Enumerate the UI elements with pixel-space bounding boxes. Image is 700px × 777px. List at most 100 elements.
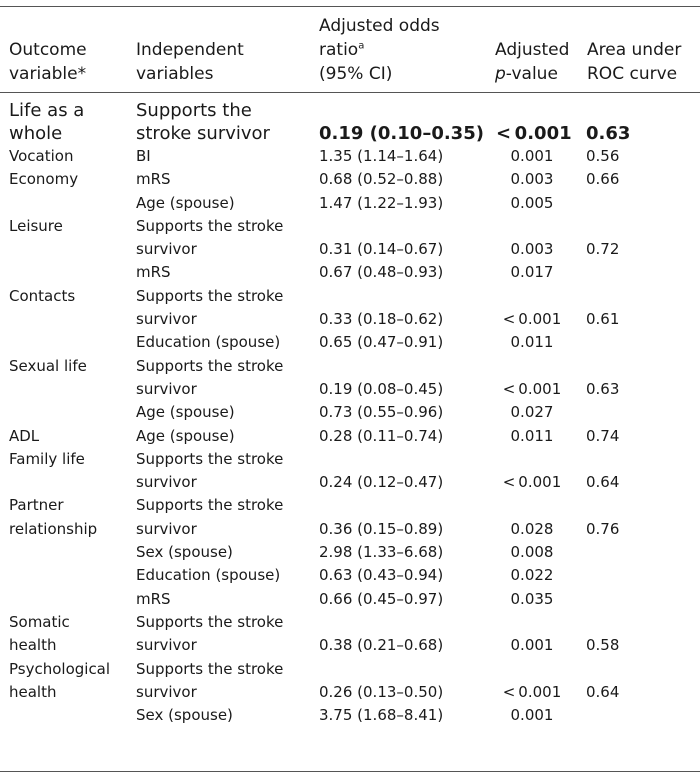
table-row: Education (spouse) 0.65 (0.47–0.91) 0.011	[0, 331, 700, 354]
table-row: Sexual life Supports the stroke survivor 0.…	[0, 355, 700, 402]
header-divider-rule	[0, 92, 700, 93]
odds-ratio-cell: 1.35 (1.14–1.64)	[319, 147, 444, 165]
odds-ratio-cell: 0.26 (0.13–0.50)	[319, 682, 444, 701]
outcome-variable-cell	[0, 192, 136, 215]
table-row: Family life Supports the stroke survivor 0.…	[0, 448, 700, 495]
odds-ratio-cell: 3.75 (1.68–8.41)	[319, 706, 444, 725]
p-value-cell: 0.005	[510, 193, 554, 212]
auc-cell	[586, 192, 700, 215]
table-row: mRS 0.66 (0.45–0.97) 0.035	[0, 588, 700, 611]
p-value-cell: 0.022	[510, 566, 554, 585]
outcome-variable-cell	[0, 401, 136, 424]
auc-cell: 0.74	[586, 426, 620, 445]
table-row: Age (spouse) 1.47 (1.22–1.93) 0.005	[0, 192, 700, 215]
table-row: Psychological health Supports the stroke su…	[0, 658, 700, 705]
p-value-cell: 0.008	[510, 543, 554, 562]
independent-variable-cell: BI	[136, 147, 151, 165]
odds-ratio-cell: 0.68 (0.52–0.88)	[319, 170, 444, 189]
odds-ratio-cell: 0.19 (0.10–0.35)	[319, 123, 484, 144]
p-value-cell: 0.028	[510, 519, 554, 538]
table-row: ADL Age (spouse) 0.28 (0.11–0.74) 0.011 0.74	[0, 425, 700, 448]
outcome-variable-cell: ADL	[9, 426, 40, 445]
odds-ratio-cell: 0.19 (0.08–0.45)	[319, 379, 444, 398]
p-value-cell: < 0.001	[496, 123, 572, 144]
auc-cell	[586, 564, 700, 587]
auc-cell: 0.63	[586, 379, 620, 398]
auc-cell: 0.72	[586, 240, 620, 259]
auc-cell: 0.64	[586, 473, 620, 492]
table-row: Life as a whole Supports the stroke survivo…	[0, 99, 700, 145]
auc-cell	[586, 261, 700, 284]
table-top-rule	[0, 6, 700, 7]
auc-cell: 0.64	[586, 682, 620, 701]
odds-ratio-cell: 0.63 (0.43–0.94)	[319, 566, 444, 585]
outcome-variable-cell	[0, 704, 136, 727]
auc-cell	[586, 401, 700, 424]
auc-cell: 0.76	[586, 519, 620, 538]
auc-cell: 0.56	[586, 147, 620, 165]
odds-ratio-cell: 0.31 (0.14–0.67)	[319, 240, 444, 259]
auc-cell	[586, 704, 700, 727]
outcome-variable-cell: Partner relationship	[9, 496, 98, 538]
odds-ratio-cell: 0.38 (0.21–0.68)	[319, 636, 444, 655]
p-value-cell: 0.001	[510, 706, 554, 725]
table-row: Partner relationship Supports the stroke su…	[0, 494, 700, 541]
auc-cell: 0.58	[586, 636, 620, 655]
p-value-cell: 0.003	[510, 240, 554, 259]
p-value-cell: < 0.001	[502, 310, 562, 329]
independent-variable-cell: Education (spouse)	[136, 566, 281, 585]
table-row: Sex (spouse) 2.98 (1.33–6.68) 0.008	[0, 541, 700, 564]
odds-ratio-cell: 0.33 (0.18–0.62)	[319, 310, 444, 329]
p-value-cell: 0.003	[510, 170, 554, 189]
auc-cell: 0.61	[586, 310, 620, 329]
table-row: Economy mRS 0.68 (0.52–0.88) 0.003 0.66	[0, 168, 700, 191]
table-row: Vocation BI 1.35 (1.14–1.64) 0.001 0.56	[0, 145, 700, 168]
independent-variable-cell: Sex (spouse)	[136, 543, 233, 562]
results-table: Life as a whole Supports the stroke survivo…	[0, 99, 700, 727]
header-adjusted-p-value: Adjusted p-value	[495, 40, 570, 84]
outcome-variable-cell: Vocation	[9, 147, 74, 165]
odds-ratio-cell: 0.65 (0.47–0.91)	[319, 333, 444, 352]
outcome-variable-cell	[0, 331, 136, 354]
outcome-variable-cell	[0, 261, 136, 284]
outcome-variable-cell	[0, 541, 136, 564]
outcome-variable-cell	[0, 588, 136, 611]
table-row: Sex (spouse) 3.75 (1.68–8.41) 0.001	[0, 704, 700, 727]
auc-cell: 0.66	[586, 170, 620, 189]
p-value-cell: < 0.001	[502, 682, 562, 701]
odds-ratio-cell: 0.36 (0.15–0.89)	[319, 519, 444, 538]
auc-cell	[586, 588, 700, 611]
odds-ratio-cell: 0.24 (0.12–0.47)	[319, 473, 444, 492]
independent-variable-cell: Age (spouse)	[136, 426, 235, 445]
outcome-variable-cell: Somatic health	[9, 612, 70, 655]
independent-variable-cell: Age (spouse)	[136, 193, 235, 212]
odds-ratio-cell: 0.67 (0.48–0.93)	[319, 263, 444, 282]
header-outcome-variable: Outcome variable*	[9, 40, 87, 84]
outcome-variable-cell: Sexual life	[9, 356, 87, 375]
independent-variable-cell: Education (spouse)	[136, 333, 281, 352]
table-row: Contacts Supports the stroke survivor 0.33 …	[0, 285, 700, 332]
odds-ratio-cell: 0.73 (0.55–0.96)	[319, 403, 444, 422]
p-value-cell: 0.027	[510, 403, 554, 422]
independent-variable-cell: mRS	[136, 263, 171, 282]
p-value-cell: 0.001	[510, 147, 554, 165]
table-row: Education (spouse) 0.63 (0.43–0.94) 0.022	[0, 564, 700, 587]
table-row: Age (spouse) 0.73 (0.55–0.96) 0.027	[0, 401, 700, 424]
header-adjusted-odds-ratio: Adjusted odds ratioa (95% CI)	[319, 16, 440, 84]
footnote-marker: a	[358, 40, 365, 52]
independent-variable-cell: Supports the stroke survivor	[136, 286, 284, 329]
header-area-under-roc-curve: Area under ROC curve	[587, 40, 682, 84]
p-value-cell: 0.035	[510, 589, 554, 608]
independent-variable-cell: Supports the stroke survivor	[136, 496, 284, 538]
table-row: mRS 0.67 (0.48–0.93) 0.017	[0, 261, 700, 284]
independent-variable-cell: Age (spouse)	[136, 403, 235, 422]
outcome-variable-cell: Contacts	[9, 286, 76, 305]
odds-ratio-cell: 0.66 (0.45–0.97)	[319, 589, 444, 608]
independent-variable-cell: Supports the stroke survivor	[136, 449, 284, 492]
independent-variable-cell: mRS	[136, 589, 171, 608]
independent-variable-cell: Sex (spouse)	[136, 706, 233, 725]
outcome-variable-cell: Life as a whole	[9, 100, 85, 144]
independent-variable-cell: Supports the stroke survivor	[136, 356, 284, 398]
p-value-cell: 0.011	[510, 333, 554, 352]
